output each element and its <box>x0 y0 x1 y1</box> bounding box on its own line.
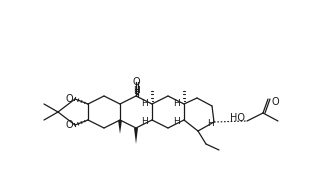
Text: O: O <box>271 97 279 107</box>
Text: HO: HO <box>230 113 245 123</box>
Text: H: H <box>141 117 148 126</box>
Text: H: H <box>207 119 214 128</box>
Polygon shape <box>134 128 138 144</box>
Text: H: H <box>173 117 180 126</box>
Text: H: H <box>141 99 148 108</box>
Text: H: H <box>133 86 139 95</box>
Text: H: H <box>173 99 180 108</box>
Text: O: O <box>65 120 73 130</box>
Text: O: O <box>132 77 140 87</box>
Text: O: O <box>65 94 73 104</box>
Polygon shape <box>118 120 122 134</box>
